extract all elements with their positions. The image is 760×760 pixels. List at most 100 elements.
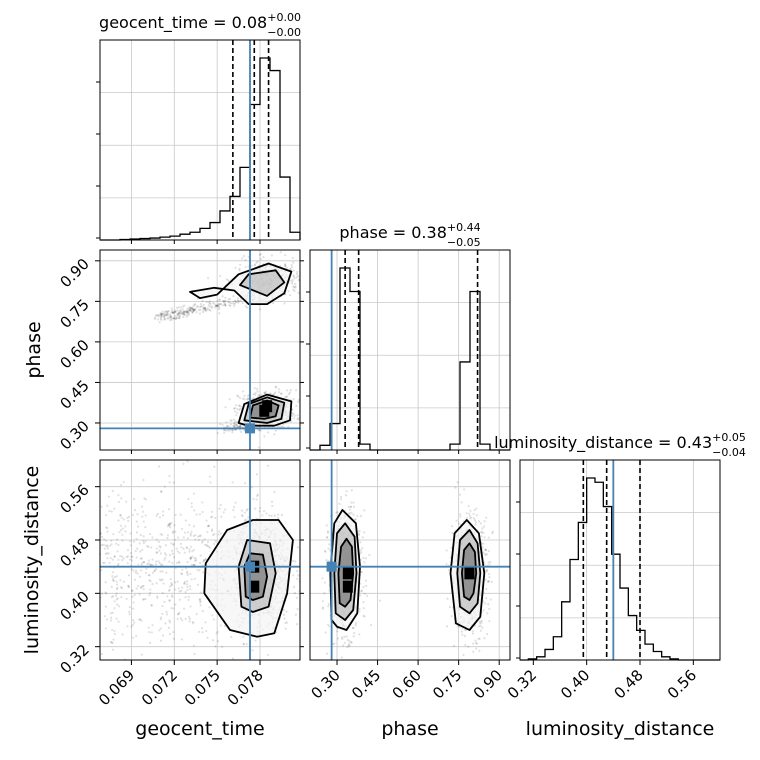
sample-point <box>273 490 276 493</box>
sample-point <box>346 645 349 649</box>
sample-point <box>126 549 130 552</box>
sample-point <box>236 299 239 302</box>
sample-point <box>168 599 171 602</box>
sample-point <box>170 607 173 610</box>
sample-point <box>149 563 152 566</box>
sample-point <box>175 547 178 550</box>
sample-point <box>456 481 459 484</box>
sample-point <box>228 300 231 303</box>
sample-point <box>295 404 298 408</box>
sample-point <box>238 269 241 272</box>
sample-point <box>170 582 173 585</box>
sample-point <box>250 264 254 267</box>
sample-point <box>161 313 164 316</box>
sample-point <box>121 527 125 530</box>
sample-point <box>161 510 165 513</box>
sample-point <box>161 570 164 573</box>
sample-point <box>138 542 141 545</box>
sample-point <box>233 422 236 425</box>
sample-point <box>290 420 293 423</box>
sample-point <box>257 429 260 432</box>
sample-point <box>220 303 223 306</box>
sample-point <box>111 574 114 578</box>
sample-point <box>166 312 169 315</box>
sample-point <box>238 425 242 428</box>
sample-point <box>136 513 139 516</box>
sample-point <box>292 269 295 272</box>
sample-point <box>242 635 245 639</box>
sample-point <box>206 636 209 639</box>
sample-point <box>234 410 237 413</box>
sample-point <box>158 545 161 548</box>
sample-point <box>121 533 124 536</box>
sample-point <box>156 314 159 317</box>
sample-point <box>211 614 214 617</box>
sample-point <box>162 314 165 318</box>
sample-point <box>189 585 192 588</box>
sample-point <box>104 627 107 630</box>
sample-point <box>234 299 237 302</box>
sample-point <box>481 527 484 530</box>
sample-point <box>142 520 145 523</box>
panel-title-minus: −0.04 <box>712 446 746 459</box>
sample-point <box>296 417 299 420</box>
sample-point <box>206 456 208 458</box>
sample-point <box>167 317 170 320</box>
sample-point <box>258 253 261 257</box>
sample-point <box>163 312 166 315</box>
sample-point <box>178 611 181 614</box>
sample-point <box>354 518 357 521</box>
sample-point <box>223 431 226 434</box>
sample-point <box>447 568 451 572</box>
sample-point <box>115 598 118 601</box>
sample-point <box>469 509 472 512</box>
panel-title-minus: −0.00 <box>267 26 301 39</box>
sample-point <box>232 424 235 428</box>
sample-point <box>102 543 105 547</box>
sample-point <box>235 404 238 407</box>
sample-point <box>344 494 348 497</box>
sample-point <box>186 588 189 592</box>
sample-point <box>183 582 186 586</box>
sample-point <box>161 514 165 517</box>
x-axis-label-geocent_time: geocent_time <box>135 718 264 740</box>
sample-point <box>347 644 350 647</box>
sample-point <box>185 310 189 313</box>
sample-point <box>165 314 168 317</box>
sample-point <box>194 308 197 311</box>
sample-point <box>142 588 145 591</box>
sample-point <box>210 305 213 308</box>
sample-point <box>115 592 118 595</box>
sample-point <box>104 591 107 594</box>
sample-point <box>169 316 172 319</box>
sample-point <box>284 621 287 625</box>
sample-point <box>293 417 296 420</box>
sample-point <box>121 539 124 542</box>
sample-point <box>350 641 353 644</box>
sample-point <box>357 533 361 537</box>
sample-point <box>216 640 220 643</box>
sample-point <box>243 519 247 522</box>
sample-point <box>170 584 173 587</box>
sample-point <box>221 295 224 298</box>
sample-point <box>484 548 487 552</box>
sample-point <box>270 514 273 517</box>
sample-point <box>244 518 247 521</box>
sample-point <box>139 586 143 590</box>
sample-point <box>139 533 142 537</box>
sample-point <box>181 527 184 530</box>
sample-point <box>486 568 489 572</box>
sample-point <box>172 481 175 484</box>
sample-point <box>191 306 194 309</box>
sample-point <box>210 515 214 518</box>
sample-point <box>481 626 484 629</box>
sample-point <box>201 300 204 303</box>
sample-point <box>228 297 232 300</box>
sample-point <box>135 587 138 590</box>
sample-point <box>489 560 492 564</box>
y-tick-label: 0.75 <box>56 295 92 331</box>
sample-point <box>128 558 132 561</box>
sample-point <box>253 264 256 267</box>
sample-point <box>196 568 199 572</box>
sample-point <box>263 391 266 394</box>
